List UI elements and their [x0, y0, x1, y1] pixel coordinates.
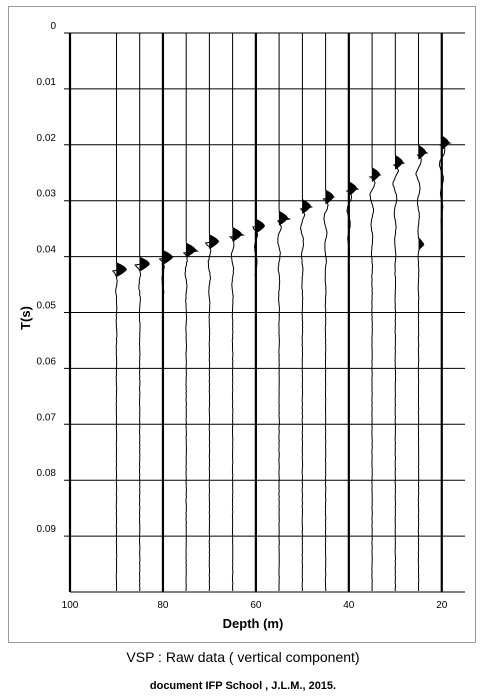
- seismic-trace: [204, 32, 220, 592]
- first-break-lobe: [209, 234, 219, 249]
- seismic-trace: [158, 32, 175, 592]
- seismic-trace: [252, 32, 266, 592]
- first-break-lobe: [116, 262, 127, 277]
- first-break-lobe: [185, 242, 196, 258]
- figure-caption: VSP : Raw data ( vertical component): [126, 649, 360, 665]
- y-tick-label: 0.02: [37, 133, 57, 144]
- first-break-lobe: [255, 218, 265, 234]
- y-tick-label: 0.03: [37, 189, 57, 200]
- seismic-trace: [299, 32, 314, 592]
- first-break-lobe: [139, 256, 150, 272]
- y-tick-labels: 0 0.01 0.02 0.03 0.04 0.05 0.06 0.07 0.08 0.09: [37, 21, 57, 535]
- seismic-trace: [228, 32, 245, 592]
- first-break-lobe: [441, 135, 450, 151]
- y-tick-label: 0.07: [37, 412, 57, 423]
- x-axis-label: Depth (m): [223, 616, 284, 631]
- x-tick-label: 60: [250, 600, 262, 611]
- first-break-lobe: [395, 154, 404, 170]
- x-tick-label: 100: [62, 600, 79, 611]
- seismic-trace: [438, 32, 452, 592]
- figure-frame: [8, 6, 476, 643]
- first-break-lobe: [348, 181, 357, 196]
- y-tick-label: 0.09: [37, 524, 57, 535]
- first-break-lobe: [232, 226, 242, 242]
- y-axis-label: T(s): [18, 306, 33, 330]
- grid-layer: [64, 32, 465, 593]
- x-tick-labels: 100 80 60 40 20: [62, 600, 448, 611]
- first-break-lobe: [302, 199, 311, 214]
- y-tick-label: 0.08: [37, 468, 57, 479]
- y-tick-label: 0: [50, 21, 56, 32]
- x-tick-label: 80: [157, 600, 169, 611]
- late-arrival-lobe: [418, 237, 424, 251]
- figure-credit: document IFP School , J.L.M., 2015.: [149, 680, 337, 692]
- x-tick-label: 40: [343, 600, 355, 611]
- y-tick-label: 0.01: [37, 77, 57, 88]
- seismic-trace: [322, 32, 336, 592]
- seismic-trace: [368, 32, 382, 591]
- trace-layer: [111, 32, 452, 592]
- y-tick-label: 0.06: [37, 356, 57, 367]
- y-tick-label: 0.04: [37, 245, 57, 256]
- vsp-chart: 0 0.01 0.02 0.03 0.04 0.05 0.06 0.07 0.08 0.09 10…: [18, 21, 465, 631]
- seismic-trace: [134, 32, 150, 592]
- seismic-trace: [276, 32, 292, 591]
- seismic-trace: [182, 32, 199, 592]
- seismic-trace: [415, 32, 429, 592]
- first-break-lobe: [325, 189, 334, 205]
- seismic-trace: [345, 32, 360, 591]
- first-break-lobe: [278, 210, 288, 226]
- seismic-trace: [392, 32, 406, 592]
- first-break-lobe: [371, 167, 380, 182]
- y-tick-label: 0.05: [37, 301, 57, 312]
- first-break-lobe: [418, 144, 427, 160]
- first-break-lobe: [162, 249, 173, 265]
- x-tick-label: 20: [436, 600, 448, 611]
- seismic-trace: [111, 32, 128, 591]
